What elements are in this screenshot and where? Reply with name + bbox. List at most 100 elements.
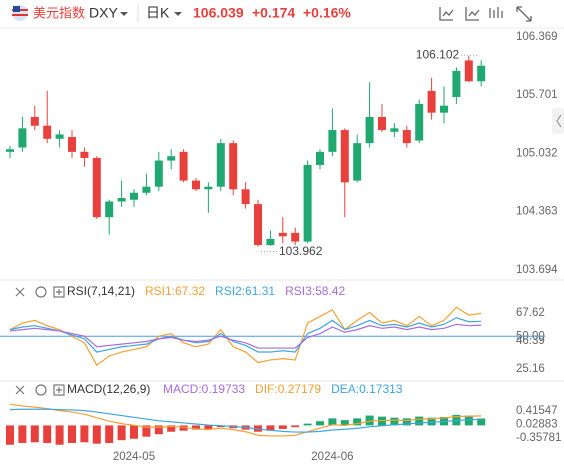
- candle-body: [154, 160, 163, 187]
- y-tick-label: 103.694: [516, 264, 558, 276]
- y-tick-label: 25.16: [516, 363, 545, 375]
- macd-bar: [415, 416, 424, 426]
- tool-icon[interactable]: [489, 7, 503, 18]
- candle-body: [204, 186, 213, 190]
- macd-bar: [30, 425, 39, 443]
- candle-body: [440, 105, 448, 113]
- candle-body: [192, 180, 200, 190]
- legend-entry: RSI1:67.32: [145, 284, 205, 298]
- macd-bar: [316, 421, 324, 426]
- candle-body: [390, 128, 399, 132]
- side-toggle-arrow[interactable]: [556, 114, 562, 128]
- macd-bar: [340, 420, 349, 426]
- macd-bar: [303, 423, 312, 426]
- candle-body: [105, 201, 114, 218]
- macd-bar: [204, 425, 213, 429]
- macd-bar: [266, 425, 275, 431]
- flag-canton: [13, 6, 20, 12]
- macd-bar: [130, 425, 138, 439]
- macd-bar: [402, 418, 411, 426]
- expand-icon[interactable]: [56, 289, 62, 295]
- dropdown-arrow[interactable]: [174, 12, 182, 16]
- legend-entry: DIF:0.27179: [255, 382, 321, 396]
- candle-body: [254, 204, 262, 246]
- price: 106.039: [193, 5, 244, 21]
- candle-body: [316, 151, 324, 165]
- indicator-line: [9, 403, 482, 437]
- macd-bar: [192, 425, 200, 430]
- candle-body: [340, 130, 349, 183]
- annotation: 106.102: [416, 47, 460, 61]
- annotation: 103.962: [279, 244, 323, 258]
- candle-body: [117, 198, 126, 202]
- macd-bar: [80, 425, 89, 443]
- expand-icon[interactable]: [53, 286, 65, 298]
- macd-bar: [105, 425, 114, 443]
- y-tick-label: 0.41547: [516, 405, 558, 417]
- y-tick-label: 105.701: [516, 89, 558, 101]
- y-tick-label: 104.363: [516, 206, 558, 218]
- macd-bar: [328, 418, 337, 426]
- symbol[interactable]: DXY: [89, 5, 118, 21]
- candle-body: [30, 117, 39, 126]
- candle-body: [241, 189, 250, 205]
- candle-body: [452, 70, 461, 97]
- legend-entry: RSI3:58.42: [285, 284, 345, 298]
- tool-icon[interactable]: [439, 7, 454, 21]
- settings-icon[interactable]: [35, 384, 47, 396]
- tool-icon[interactable]: [465, 7, 480, 21]
- x-tick-label: 2024-05: [113, 451, 155, 463]
- legend-entry: RSI2:61.31: [215, 284, 275, 298]
- macd-bar: [291, 425, 300, 428]
- macd-bar: [92, 425, 101, 444]
- y-tick-label: 106.369: [516, 31, 558, 43]
- macd-bar: [390, 417, 399, 426]
- macd-bar: [117, 425, 126, 441]
- candle-body: [464, 60, 473, 82]
- macd-bar: [464, 415, 473, 426]
- expand-icon[interactable]: [53, 384, 65, 396]
- candle-body: [303, 164, 312, 242]
- macd-bar: [179, 425, 188, 431]
- index-name: 美元指数: [33, 5, 85, 20]
- y-tick-label: 0.02883: [516, 418, 558, 430]
- candle-body: [216, 143, 225, 187]
- settings-icon[interactable]: [35, 286, 47, 298]
- candle-body: [68, 137, 76, 152]
- candle-body: [402, 130, 411, 144]
- macd-bar: [154, 425, 163, 435]
- tool-icon[interactable]: [516, 6, 532, 22]
- close-icon[interactable]: [15, 287, 25, 297]
- macd-bar: [43, 425, 52, 443]
- candle-body: [278, 232, 287, 237]
- indicator-line: [9, 408, 482, 433]
- candle-body: [266, 238, 275, 246]
- macd-bar: [142, 425, 151, 437]
- close-icon[interactable]: [15, 385, 25, 395]
- candle-body: [43, 125, 52, 139]
- indicator-title: RSI(7,14,21): [67, 284, 135, 298]
- macd-bar: [278, 425, 287, 429]
- macd-bar: [6, 425, 14, 445]
- expand-icon[interactable]: [56, 387, 62, 393]
- dropdown-arrow[interactable]: [120, 12, 128, 16]
- candle-body: [427, 90, 436, 113]
- change: +0.174: [252, 5, 295, 21]
- macd-bar: [427, 417, 436, 426]
- indicator-line: [9, 317, 482, 353]
- candle-body: [80, 151, 89, 158]
- candle-body: [365, 117, 374, 144]
- side-toggle[interactable]: [552, 108, 564, 134]
- candle-body: [378, 117, 386, 131]
- macd-bar: [68, 425, 76, 443]
- candle-body: [477, 65, 486, 82]
- y-tick-label: 67.62: [516, 307, 545, 319]
- legend-entry: MACD:0.19733: [163, 382, 245, 396]
- indicator-title: MACD(12,26,9): [67, 382, 150, 396]
- y-tick-label: -0.35781: [516, 432, 561, 444]
- candle-body: [179, 151, 188, 181]
- x-tick-label: 2024-06: [311, 451, 353, 463]
- candle-body: [55, 134, 64, 139]
- period[interactable]: 日K: [146, 5, 170, 21]
